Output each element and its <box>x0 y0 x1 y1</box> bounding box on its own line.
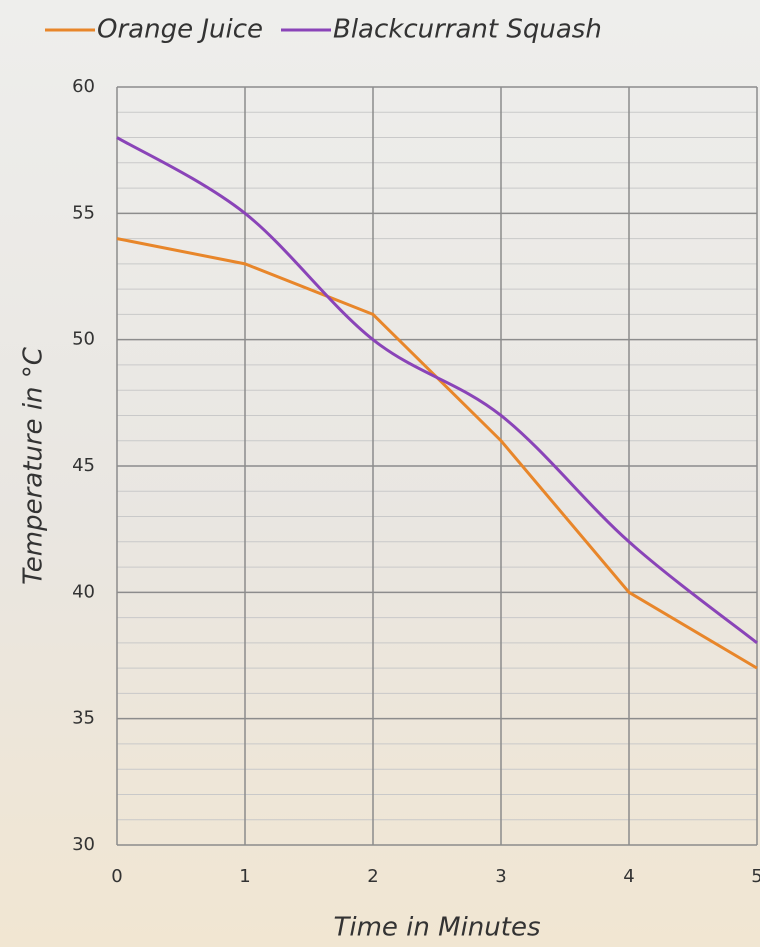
x-tick-label: 3 <box>495 866 506 887</box>
y-tick-label: 50 <box>72 329 95 350</box>
chart: Time in Minutes Temperature in °C 303540… <box>0 0 760 947</box>
y-tick-label: 35 <box>72 708 95 729</box>
x-axis-title: Time in Minutes <box>333 913 540 943</box>
y-axis-title: Temperature in °C <box>19 346 49 585</box>
y-tick-label: 60 <box>72 76 95 97</box>
background <box>0 0 760 947</box>
y-tick-label: 40 <box>72 581 95 602</box>
x-tick-label: 1 <box>239 866 250 887</box>
x-tick-label: 4 <box>623 866 634 887</box>
y-tick-label: 30 <box>72 834 95 855</box>
x-tick-label: 5 <box>751 866 760 887</box>
y-tick-label: 55 <box>72 202 95 223</box>
legend-label: Orange Juice <box>97 15 263 45</box>
legend-label: Blackcurrant Squash <box>333 15 602 45</box>
y-tick-label: 45 <box>72 455 95 476</box>
x-tick-label: 2 <box>367 866 378 887</box>
x-tick-label: 0 <box>111 866 122 887</box>
